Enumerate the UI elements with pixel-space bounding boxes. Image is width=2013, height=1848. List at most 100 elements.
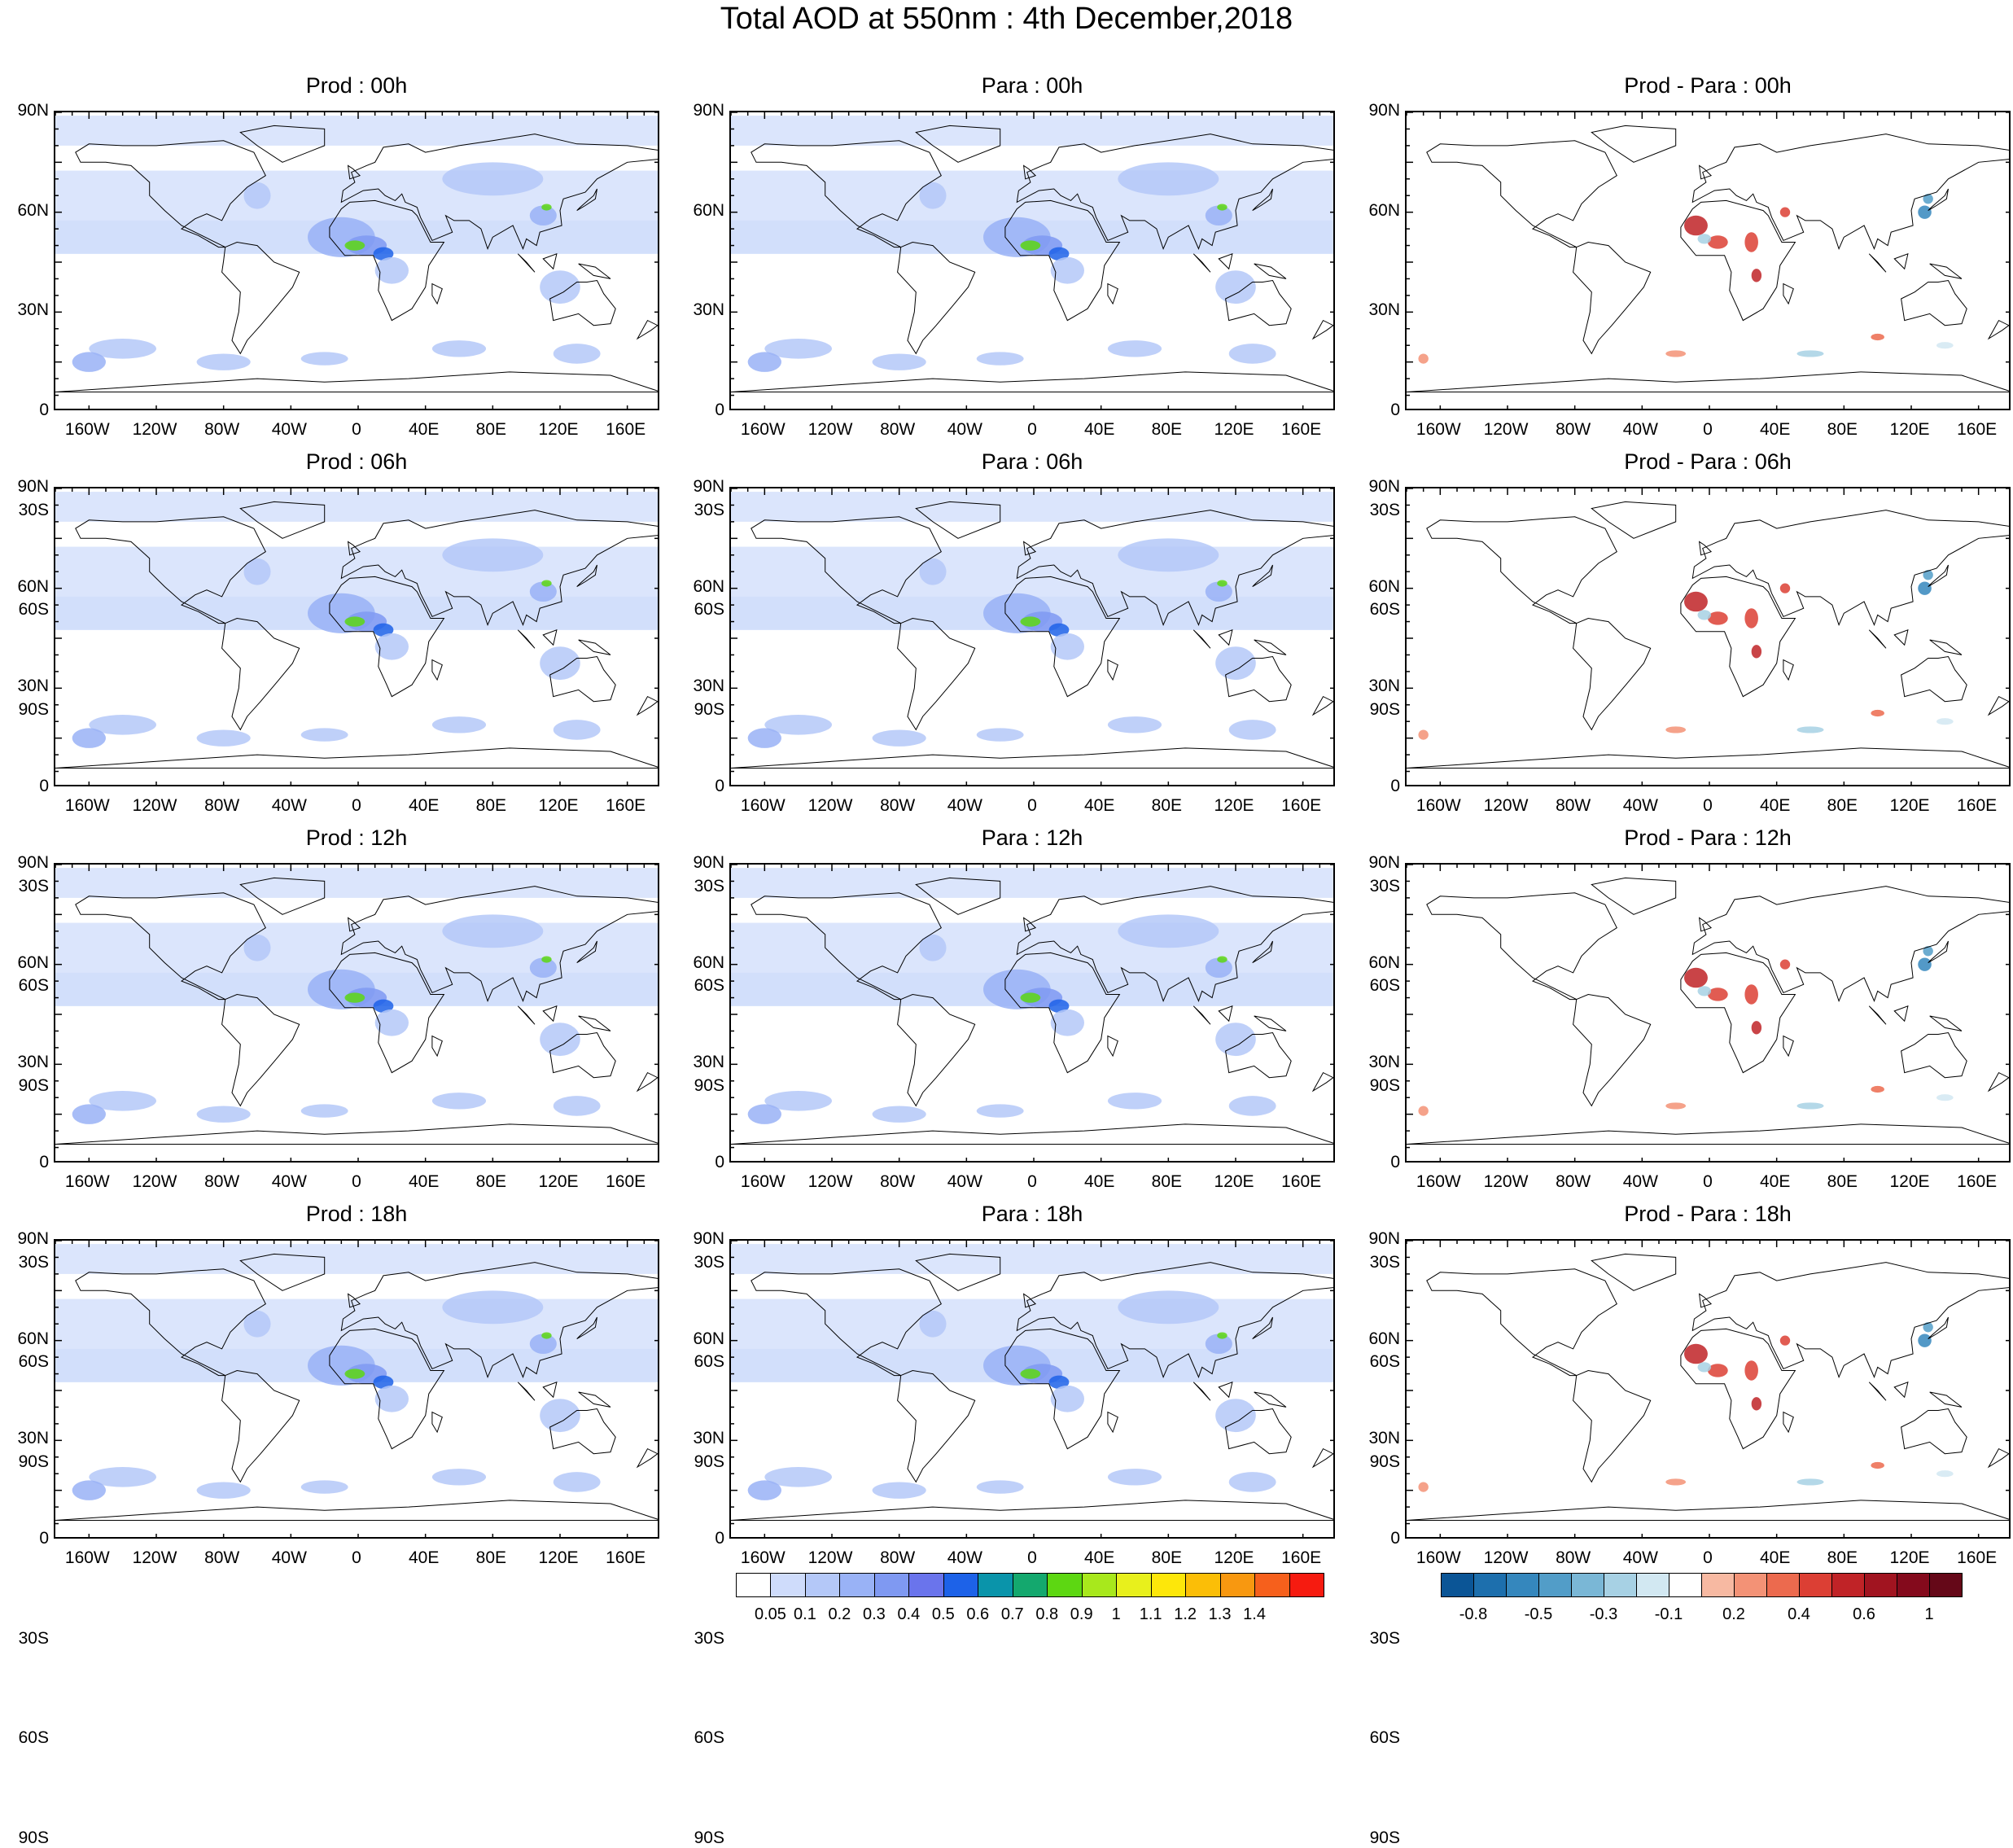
lon-tick-label: 120E <box>538 1548 579 1567</box>
coastline <box>1783 659 1794 681</box>
lat-tick-label: 90S <box>1369 1828 1400 1847</box>
diff-patch <box>1665 1102 1687 1110</box>
coastline <box>750 516 942 624</box>
colorbar-label: 0.7 <box>1000 1605 1024 1623</box>
lat-tick-label: 90S <box>694 1452 724 1471</box>
panel-title: Prod - Para : 00h <box>1624 73 1792 98</box>
aod-plume <box>1205 957 1232 979</box>
diff-patch <box>1923 570 1933 580</box>
aod-plume <box>1215 646 1256 681</box>
lon-tick-label: 40E <box>1759 420 1791 439</box>
lon-tick-label: 120W <box>807 420 853 439</box>
coastline <box>1691 510 2009 626</box>
coastline <box>1254 1015 1287 1031</box>
diff-patch <box>1751 1021 1762 1035</box>
aod-field <box>731 1244 1333 1274</box>
aod-plume <box>373 1375 394 1389</box>
lon-tick-label: 80E <box>475 420 507 439</box>
lon-tick-label: 160E <box>1281 420 1322 439</box>
coastline <box>1573 617 1652 731</box>
aod-plume <box>764 339 832 359</box>
aod-plume <box>764 1467 832 1487</box>
coastline <box>347 164 361 180</box>
lon-tick-label: 160W <box>1416 420 1461 439</box>
diff-patch <box>1418 353 1429 364</box>
map-plot <box>55 112 658 409</box>
lat-tick-label: 30S <box>1369 1628 1400 1648</box>
lon-tick-label: 80W <box>880 1548 916 1567</box>
coastline <box>1252 1316 1273 1340</box>
colorbar-swatch <box>839 1573 875 1597</box>
lon-tick-label: 40E <box>1083 796 1115 815</box>
map-plot <box>55 1241 658 1537</box>
lon-tick-label: 80W <box>204 1548 240 1567</box>
aod-plume <box>300 1480 348 1494</box>
diff-patch <box>1751 1397 1762 1411</box>
lat-tick-label: 30S <box>18 876 49 896</box>
lon-tick-label: 80E <box>1827 420 1858 439</box>
aod-plume <box>431 716 487 734</box>
lon-tick-label: 160W <box>740 796 786 815</box>
diff-patch <box>1697 610 1712 620</box>
coastline <box>731 371 1333 392</box>
lat-tick-label: 60S <box>18 1352 49 1372</box>
aod-plume <box>300 728 348 742</box>
colorbar-label: 0.2 <box>828 1605 851 1623</box>
map-frame <box>54 487 659 786</box>
diff-patch <box>1936 718 1954 725</box>
lat-tick-label: 0 <box>715 777 724 795</box>
lat-tick-label: 90S <box>1369 1452 1400 1471</box>
coastline <box>1004 1328 1121 1450</box>
colorbar-label: 1.3 <box>1208 1605 1232 1623</box>
coastline <box>55 371 658 392</box>
coastline <box>340 134 658 250</box>
lat-tick-label: 90N <box>1368 101 1400 120</box>
lat-tick-label: 60S <box>694 600 724 620</box>
coastline <box>1192 253 1211 273</box>
map-plot <box>1407 1241 2009 1537</box>
lon-tick-label: 160E <box>1281 796 1322 815</box>
coastline <box>1426 892 1617 1001</box>
lon-tick-label: 80E <box>475 1172 507 1191</box>
difference-colorbar: -0.8 -0.5 -0.3 -0.1 0.2 0.4 0.6 1 <box>1441 1573 1963 1630</box>
colorbar-swatch <box>1289 1573 1324 1597</box>
lat-tick-label: 30N <box>693 677 724 696</box>
colorbar-swatch <box>1864 1573 1897 1597</box>
lat-tick-label: 90S <box>694 1076 724 1095</box>
aod-field <box>731 868 1333 898</box>
coastline <box>1987 319 2009 340</box>
lon-tick-label: 160E <box>1281 1172 1322 1191</box>
lon-tick-label: 160E <box>1957 1172 1998 1191</box>
coastline <box>1783 1035 1794 1058</box>
coastline <box>1022 541 1037 556</box>
coastline <box>1901 655 1967 703</box>
colorbar-swatch <box>1254 1573 1290 1597</box>
aod-plume <box>553 720 601 740</box>
lon-tick-label: 120E <box>538 1172 579 1191</box>
lat-tick-label: 60S <box>18 976 49 996</box>
aod-plume <box>541 204 552 211</box>
aod-plume <box>1217 956 1227 963</box>
coastline <box>1225 279 1292 326</box>
diff-patch <box>1665 350 1687 357</box>
colorbar-label: 0.4 <box>1788 1605 1810 1623</box>
colorbar-label: 0.3 <box>862 1605 886 1623</box>
aod-plume <box>243 1310 271 1338</box>
diff-patch <box>1751 269 1762 282</box>
coastline <box>1016 1262 1333 1378</box>
lon-tick-label: 80E <box>1827 1172 1858 1191</box>
colorbar-label: 0.6 <box>1853 1605 1875 1623</box>
coastline <box>750 1268 942 1377</box>
lon-tick-label: 40E <box>408 1548 440 1567</box>
lon-tick-label: 80W <box>1556 1548 1591 1567</box>
coastline <box>549 1408 616 1455</box>
lon-tick-label: 40W <box>271 1172 307 1191</box>
lat-tick-label: 90S <box>18 700 49 719</box>
aod-field <box>55 116 658 146</box>
panel-title: Prod - Para : 06h <box>1624 449 1792 474</box>
coastline <box>1929 263 1963 279</box>
coastline <box>731 1500 1333 1521</box>
lon-tick-label: 40W <box>1622 1548 1658 1567</box>
coastline <box>750 140 942 248</box>
diff-patch <box>1871 333 1884 341</box>
